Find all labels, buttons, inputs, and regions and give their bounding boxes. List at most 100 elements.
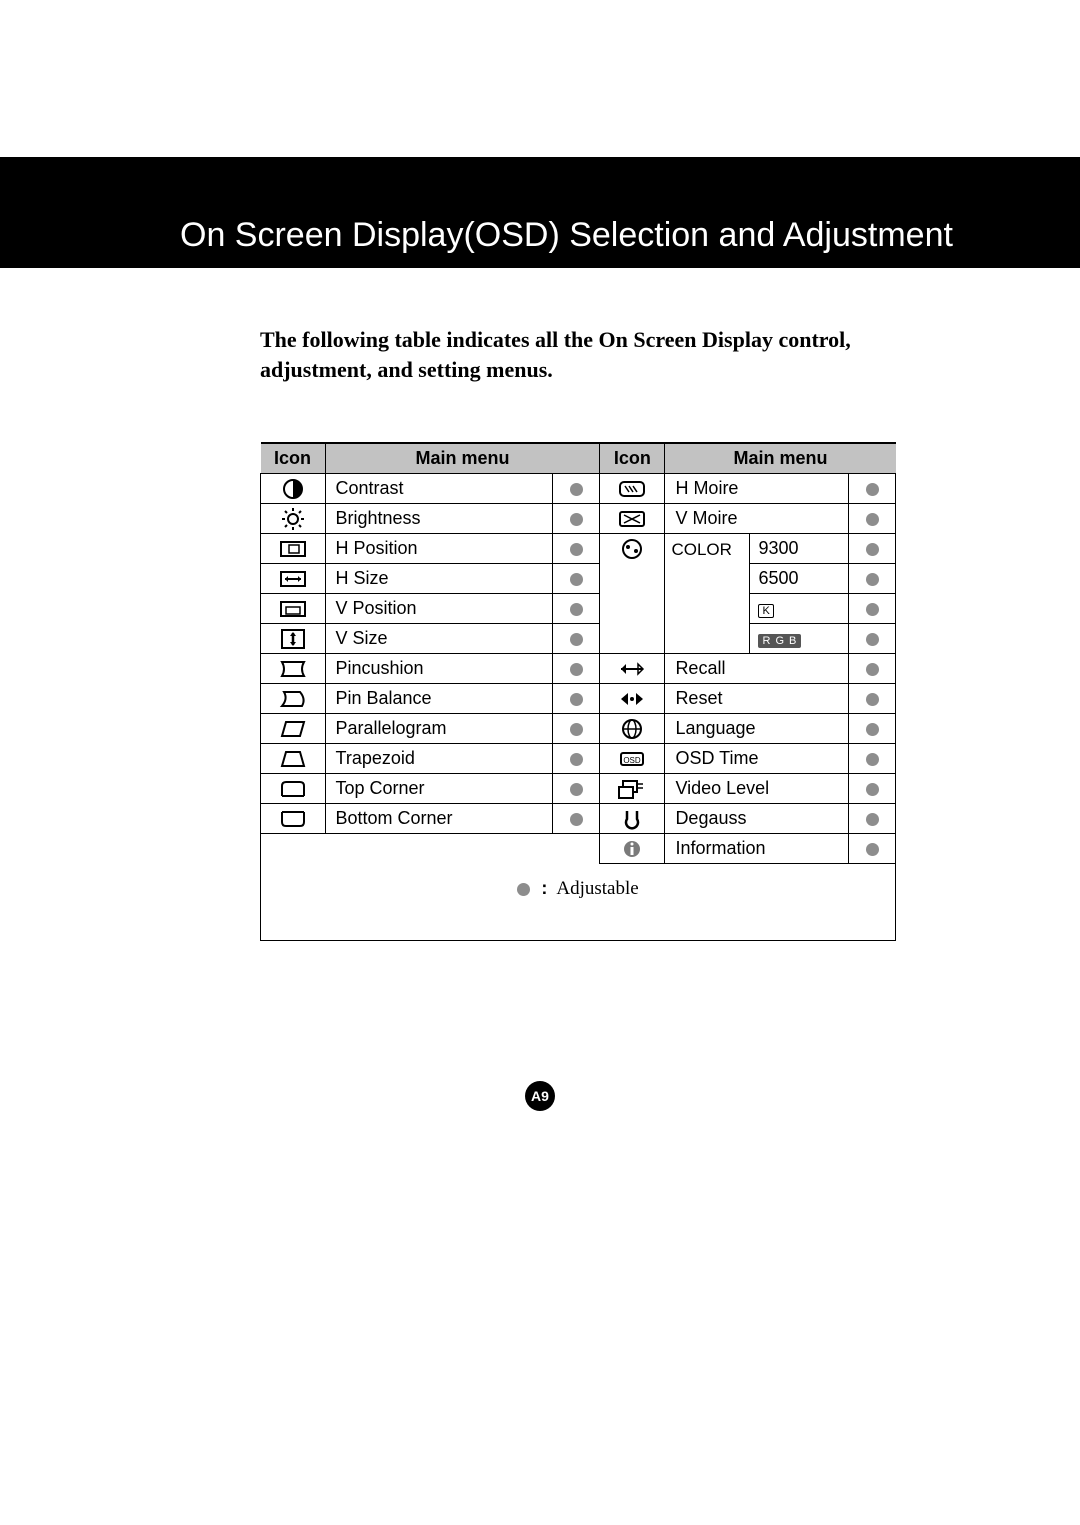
submenu-label: 9300 xyxy=(750,534,849,564)
osd-table-container: Icon Main menu Icon Main menu Contrast H… xyxy=(260,442,896,941)
table-row: H Size 6500 xyxy=(261,564,896,594)
videolevel-icon xyxy=(617,777,647,797)
adjustable-dot xyxy=(866,663,879,676)
menu-label: Video Level xyxy=(665,774,849,804)
document-page: On Screen Display(OSD) Selection and Adj… xyxy=(0,0,1080,1525)
menu-label: Bottom Corner xyxy=(325,804,553,834)
submenu-label: 6500 xyxy=(750,564,849,594)
color-icon xyxy=(617,538,647,558)
menu-label: H Position xyxy=(325,534,553,564)
adjustable-dot xyxy=(866,483,879,496)
menu-label: Contrast xyxy=(325,474,553,504)
language-icon xyxy=(617,717,647,737)
menu-label: V Moire xyxy=(665,504,849,534)
rgb-badge: R G B xyxy=(758,634,801,648)
menu-label: OSD Time xyxy=(665,744,849,774)
adjustable-dot xyxy=(570,663,583,676)
adjustable-dot xyxy=(570,573,583,586)
legend-dot-icon xyxy=(517,883,530,896)
menu-label: Top Corner xyxy=(325,774,553,804)
header-icon-right: Icon xyxy=(600,443,665,474)
table-row: V Size R G B xyxy=(261,624,896,654)
adjustable-dot xyxy=(570,753,583,766)
table-row: Contrast H Moire xyxy=(261,474,896,504)
table-row: Bottom Corner Degauss xyxy=(261,804,896,834)
title-bar: On Screen Display(OSD) Selection and Adj… xyxy=(0,157,1080,268)
table-row: Parallelogram Language xyxy=(261,714,896,744)
adjustable-dot xyxy=(866,603,879,616)
adjustable-dot xyxy=(866,843,879,856)
table-row: Trapezoid OSD Time xyxy=(261,744,896,774)
header-icon-left: Icon xyxy=(261,443,326,474)
contrast-icon xyxy=(278,477,308,497)
vposition-icon xyxy=(278,597,308,617)
legend-text: Adjustable xyxy=(556,878,638,899)
table-row: V Position K xyxy=(261,594,896,624)
adjustable-dot xyxy=(866,813,879,826)
adjustable-dot xyxy=(570,723,583,736)
menu-label: Trapezoid xyxy=(325,744,553,774)
menu-label: Information xyxy=(665,834,849,864)
adjustable-dot xyxy=(866,633,879,646)
legend-colon: : xyxy=(541,878,547,898)
adjustable-dot xyxy=(866,573,879,586)
menu-label: Degauss xyxy=(665,804,849,834)
hposition-icon xyxy=(278,537,308,557)
table-row: Brightness V Moire xyxy=(261,504,896,534)
parallelogram-icon xyxy=(278,717,308,737)
adjustable-dot xyxy=(866,693,879,706)
submenu-label: K xyxy=(750,594,849,624)
header-menu-left: Main menu xyxy=(325,443,600,474)
menu-label: V Size xyxy=(325,624,553,654)
adjustable-dot xyxy=(570,483,583,496)
page-title: On Screen Display(OSD) Selection and Adj… xyxy=(180,216,953,255)
adjustable-dot xyxy=(866,543,879,556)
recall-icon xyxy=(617,657,647,677)
vsize-icon xyxy=(278,627,308,647)
trapezoid-icon xyxy=(278,747,308,767)
legend: : Adjustable xyxy=(261,864,895,940)
menu-label: Brightness xyxy=(325,504,553,534)
osd-table: Icon Main menu Icon Main menu Contrast H… xyxy=(260,442,896,941)
menu-label: Pincushion xyxy=(325,654,553,684)
adjustable-dot xyxy=(570,513,583,526)
menu-label: Parallelogram xyxy=(325,714,553,744)
menu-label: COLOR xyxy=(665,534,750,654)
menu-label: H Moire xyxy=(665,474,849,504)
hsize-icon xyxy=(278,567,308,587)
header-menu-right: Main menu xyxy=(665,443,896,474)
adjustable-dot xyxy=(570,603,583,616)
adjustable-dot xyxy=(570,633,583,646)
menu-label: V Position xyxy=(325,594,553,624)
legend-row: : Adjustable xyxy=(261,864,896,941)
menu-label: Language xyxy=(665,714,849,744)
menu-label: H Size xyxy=(325,564,553,594)
menu-label: Recall xyxy=(665,654,849,684)
menu-label: Pin Balance xyxy=(325,684,553,714)
reset-icon xyxy=(617,687,647,707)
hmoire-icon xyxy=(617,477,647,497)
brightness-icon xyxy=(278,507,308,527)
table-header-row: Icon Main menu Icon Main menu xyxy=(261,443,896,474)
adjustable-dot xyxy=(570,543,583,556)
degauss-icon xyxy=(617,807,647,827)
page-number: A9 xyxy=(525,1081,555,1111)
table-row: Information xyxy=(261,834,896,864)
k-badge: K xyxy=(758,604,773,618)
topcorner-icon xyxy=(278,777,308,797)
adjustable-dot xyxy=(570,813,583,826)
vmoire-icon xyxy=(617,507,647,527)
adjustable-dot xyxy=(570,783,583,796)
pincushion-icon xyxy=(278,657,308,677)
intro-text: The following table indicates all the On… xyxy=(260,325,930,384)
menu-label: Reset xyxy=(665,684,849,714)
adjustable-dot xyxy=(570,693,583,706)
table-row: Pincushion Recall xyxy=(261,654,896,684)
osdtime-icon xyxy=(617,747,647,767)
adjustable-dot xyxy=(866,783,879,796)
bottomcorner-icon xyxy=(278,807,308,827)
table-row: H Position COLOR 9300 xyxy=(261,534,896,564)
adjustable-dot xyxy=(866,513,879,526)
information-icon xyxy=(617,837,647,857)
table-row: Pin Balance Reset xyxy=(261,684,896,714)
